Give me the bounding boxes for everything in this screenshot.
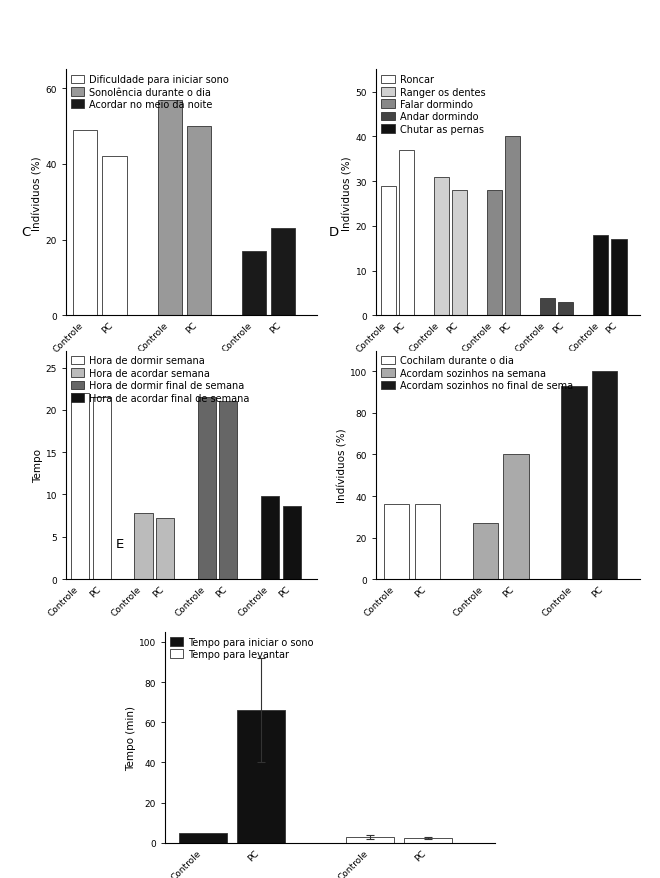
Y-axis label: Indíviduos (%): Indíviduos (%) <box>337 428 347 502</box>
Legend: Roncar, Ranger os dentes, Falar dormindo, Andar dormindo, Chutar as pernas: Roncar, Ranger os dentes, Falar dormindo… <box>381 76 485 134</box>
Bar <box>242 252 266 316</box>
Bar <box>282 507 300 579</box>
Bar <box>452 191 467 316</box>
Bar <box>384 505 409 579</box>
Y-axis label: Tempo (min): Tempo (min) <box>126 705 136 770</box>
Bar <box>187 127 211 316</box>
Bar <box>271 229 295 316</box>
Bar <box>135 514 152 579</box>
Text: E: E <box>115 537 124 551</box>
Bar <box>238 710 285 843</box>
Bar <box>434 177 449 316</box>
Bar <box>561 386 587 579</box>
Bar <box>93 398 112 579</box>
Bar <box>414 505 440 579</box>
Bar <box>473 523 498 579</box>
Bar <box>504 455 529 579</box>
Bar <box>220 402 238 579</box>
Bar <box>180 833 227 843</box>
Bar <box>593 235 608 316</box>
Bar <box>158 100 182 316</box>
Text: C: C <box>21 226 30 239</box>
Legend: Hora de dormir semana, Hora de acordar semana, Hora de dormir final de semana, H: Hora de dormir semana, Hora de acordar s… <box>71 356 249 403</box>
Bar <box>592 372 617 579</box>
Y-axis label: Tempo: Tempo <box>33 449 43 482</box>
Bar <box>261 497 279 579</box>
Bar <box>487 191 502 316</box>
Legend: Cochilam durante o dia, Acordam sozinhos na semana, Acordam sozinhos no final de: Cochilam durante o dia, Acordam sozinhos… <box>381 356 573 391</box>
Bar <box>102 157 127 316</box>
Bar <box>611 240 626 316</box>
Bar <box>399 151 414 316</box>
Bar <box>381 186 396 316</box>
Text: D: D <box>329 226 339 239</box>
Bar <box>558 303 574 316</box>
Legend: Dificuldade para iniciar sono, Sonolência durante o dia, Acordar no meio da noit: Dificuldade para iniciar sono, Sonolênci… <box>71 76 229 110</box>
Y-axis label: Indíviduos (%): Indíviduos (%) <box>33 156 43 230</box>
Bar <box>346 837 394 843</box>
Bar <box>197 398 216 579</box>
Bar <box>156 519 174 579</box>
Bar <box>405 838 452 843</box>
Bar <box>73 131 97 316</box>
Bar <box>506 137 521 316</box>
Bar <box>540 299 555 316</box>
Y-axis label: Indíviduos (%): Indíviduos (%) <box>343 156 353 230</box>
Bar <box>71 393 90 579</box>
Legend: Tempo para iniciar o sono, Tempo para levantar: Tempo para iniciar o sono, Tempo para le… <box>170 637 314 659</box>
